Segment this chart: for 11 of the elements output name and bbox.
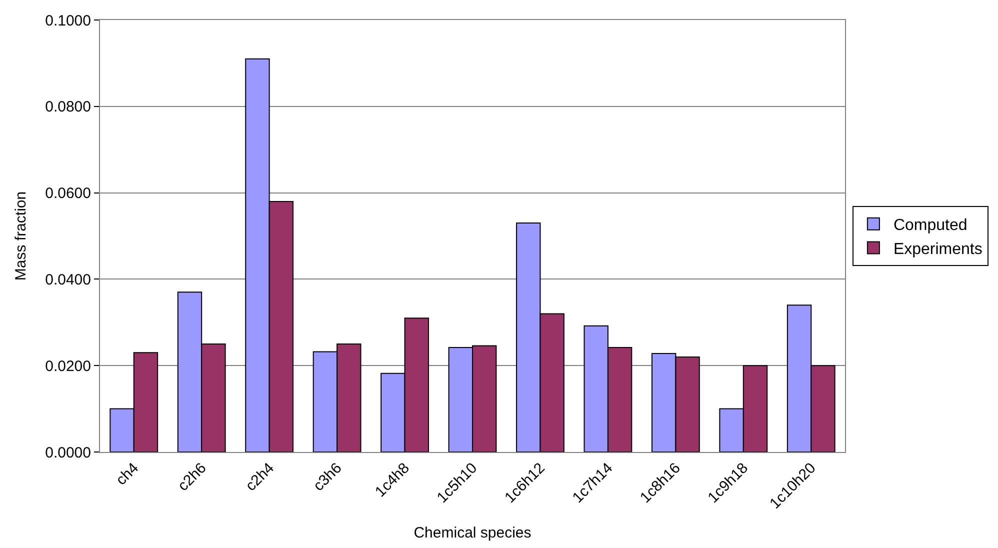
y-tick-label: 0.0200 bbox=[45, 358, 91, 375]
legend-label: Computed bbox=[893, 217, 968, 234]
x-axis-title: Chemical species bbox=[414, 524, 532, 542]
y-tick-label: 0.1000 bbox=[45, 12, 91, 30]
y-tick-label: 0.0800 bbox=[45, 98, 91, 116]
y-tick-label: 0.0000 bbox=[45, 444, 91, 462]
y-tick-label: 0.0400 bbox=[45, 271, 91, 288]
y-axis-title: Mass fraction bbox=[12, 191, 30, 281]
y-tick-label: 0.0600 bbox=[45, 185, 91, 202]
x-tick-label: ch4 bbox=[112, 460, 142, 489]
legend-label: Experiments bbox=[893, 240, 982, 258]
